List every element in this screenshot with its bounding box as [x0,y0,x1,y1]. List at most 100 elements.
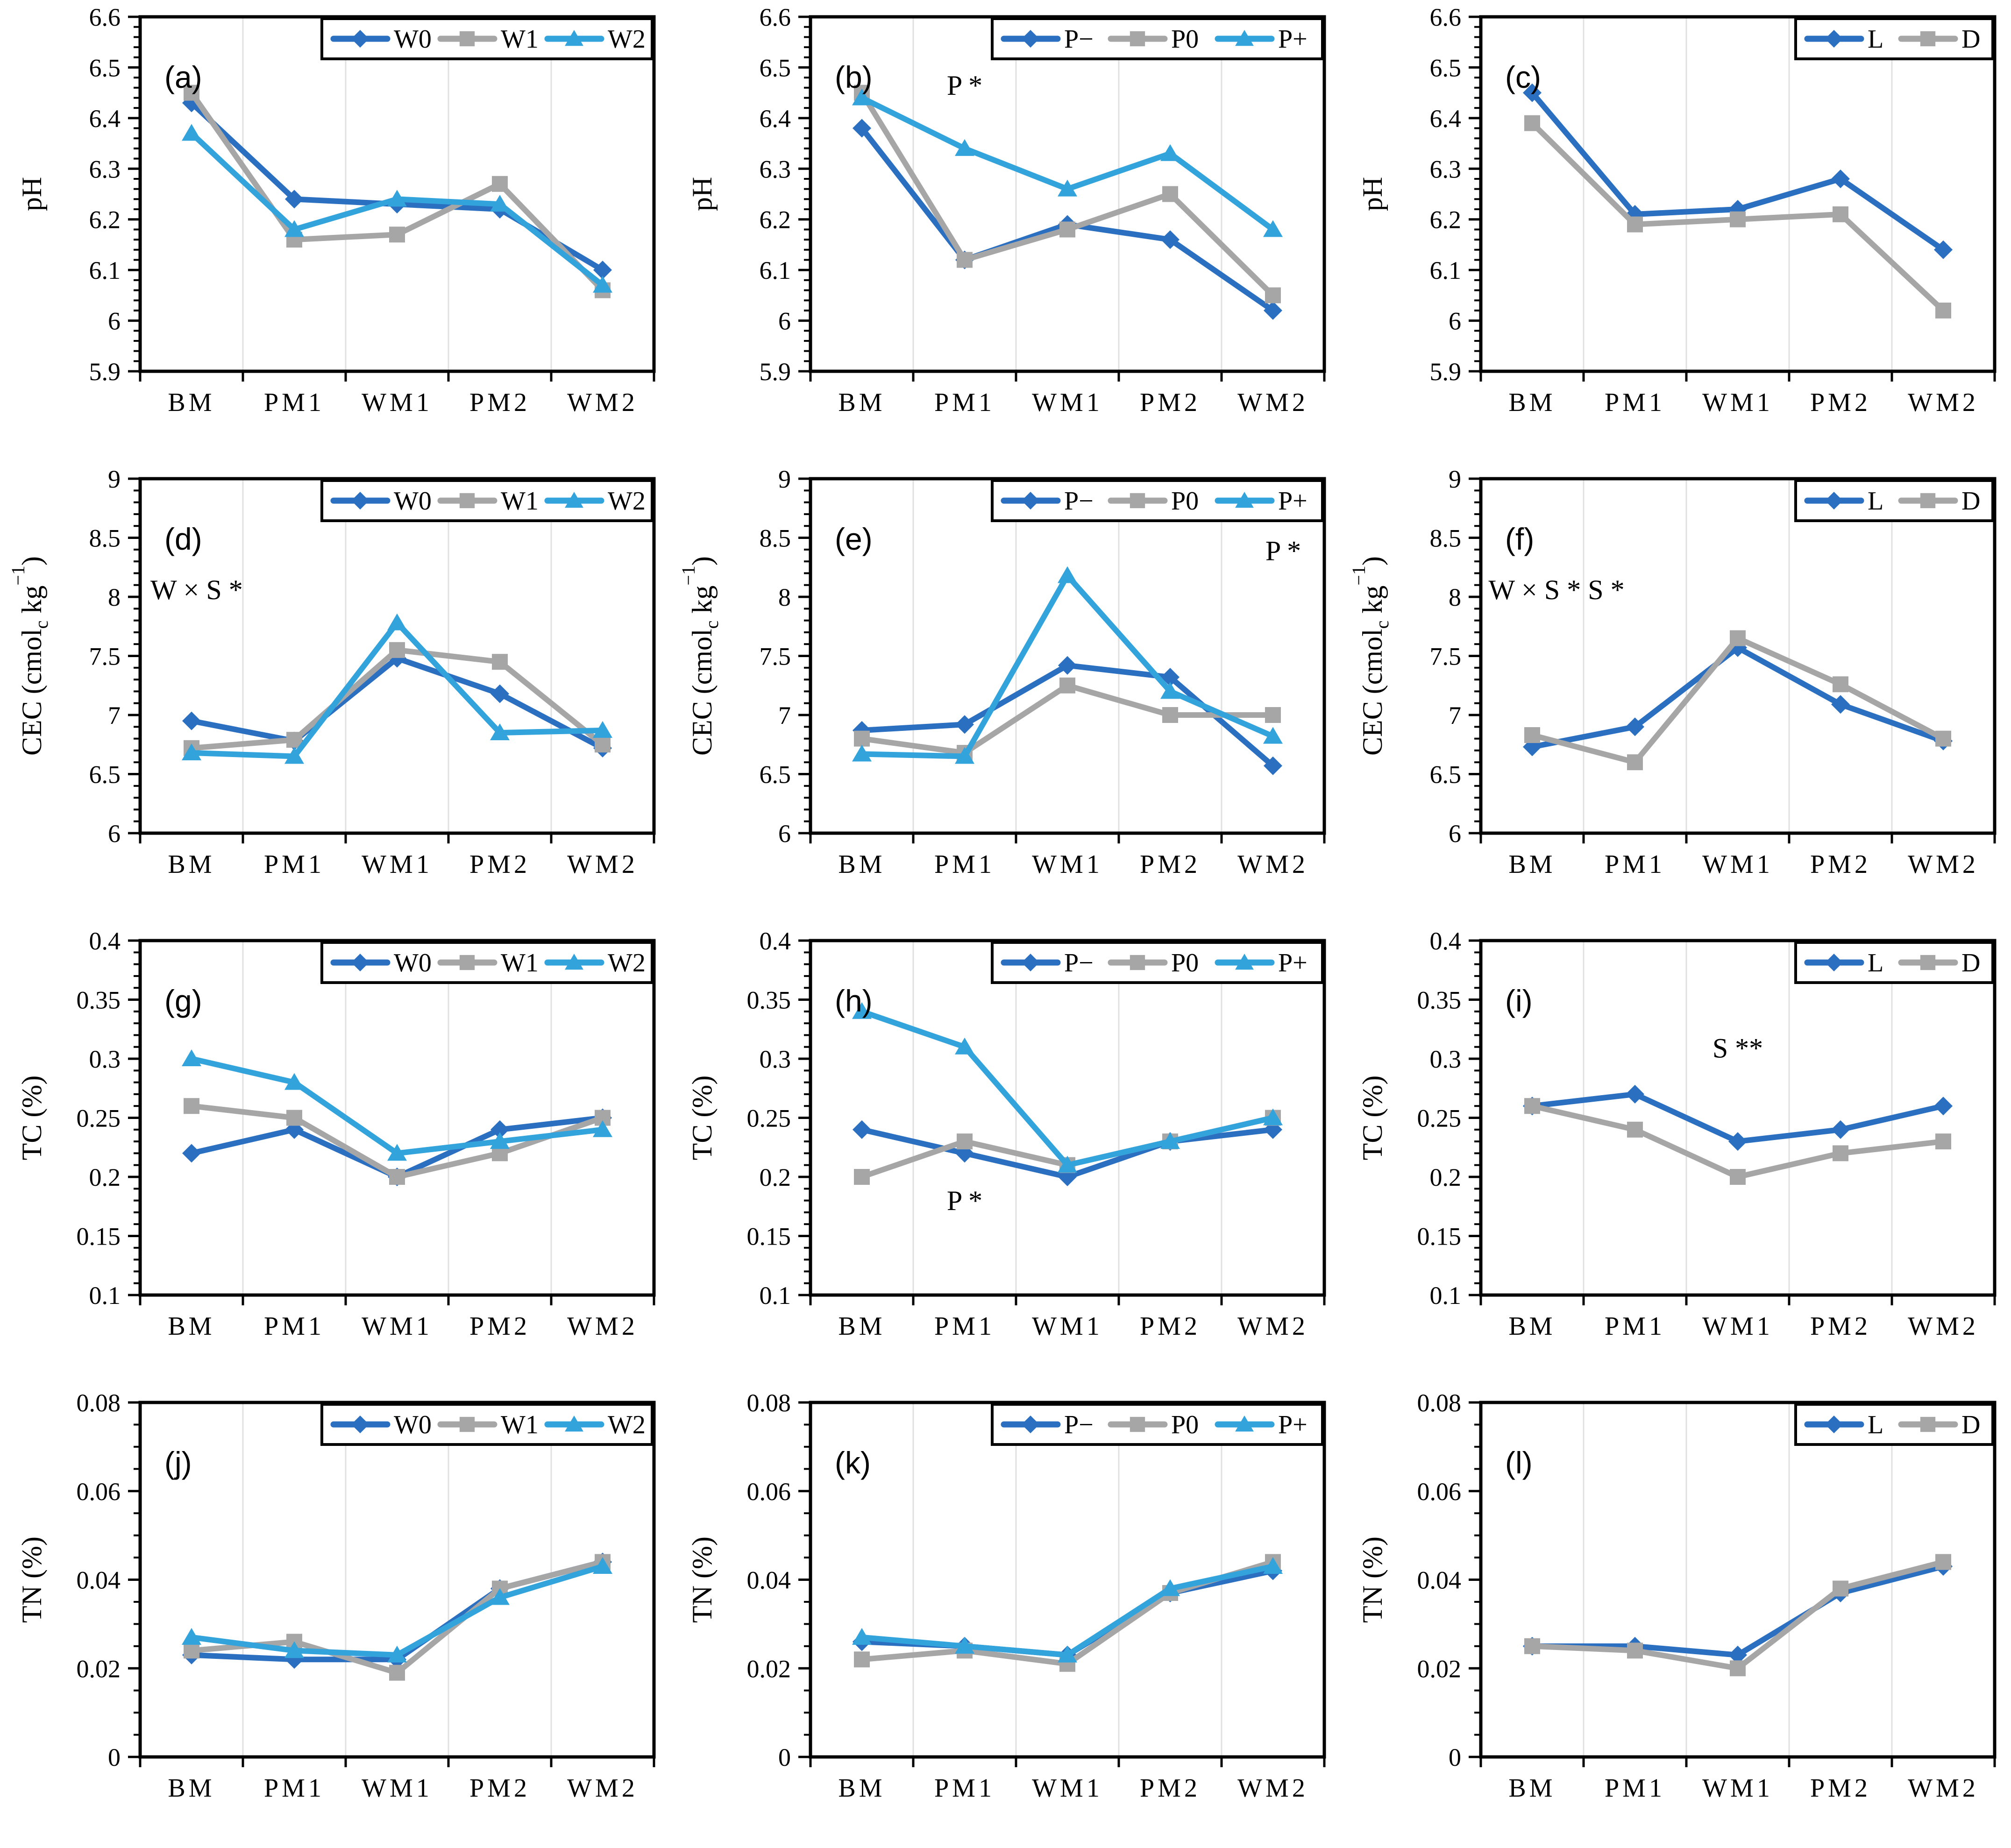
square-marker [1833,676,1848,693]
diamond-marker [853,119,871,138]
chart-f: 6 6.5 7 7.5 8 8.5 9 BM PM1 WM1 PM2 WM2 CEC (cmolc kg… [1348,465,1997,879]
diamond-marker [1831,169,1850,188]
y-tick-label: 0 [778,1743,791,1771]
diamond-marker [182,711,201,730]
triangle-marker [565,30,583,46]
significance-annotation: W × S * [150,574,243,605]
panel-j: 0 0.02 0.04 0.06 0.08 BM PM1 WM1 PM2 WM2 TN (%) W0 W… [0,1386,670,1848]
x-category-label: WM1 [362,1774,433,1803]
x-category-label: PM1 [934,1312,995,1341]
legend: W0 W1 W2 [320,1403,654,1446]
y-tick-label: 6.5 [760,54,791,82]
y-axis-title: TC (%) [687,1076,718,1161]
plot-border [809,1401,1326,1759]
x-category-label: WM2 [567,1312,638,1341]
x-category-label: PM2 [1810,850,1871,879]
square-marker [1627,216,1643,233]
diamond-marker [593,261,612,280]
y-tick-label: 0.15 [77,1223,121,1251]
triangle-marker [1263,1557,1283,1574]
y-tick-label: 0.08 [77,1389,121,1417]
series-W2 [182,1557,612,1663]
y-tick-label: 6 [1449,307,1461,335]
x-category-label: PM2 [469,850,530,879]
x-category-label: WM2 [1237,1774,1308,1803]
x-category-label: PM1 [264,388,325,417]
series-P+ [852,566,1283,764]
plot-border [809,477,1326,835]
y-tick-label: 5.9 [1430,358,1462,386]
legend-entry-label: W2 [608,487,646,516]
legend-entry-label: W0 [394,25,432,54]
triangle-marker [852,1628,872,1645]
plot-border [138,15,656,373]
square-marker [595,736,611,753]
legend-entry-label: L [1868,949,1883,977]
legend-entry-label: W1 [501,1410,539,1439]
square-marker [459,1416,475,1432]
diamond-marker [1728,1132,1747,1151]
legend-entry-label: P0 [1171,1410,1199,1439]
y-tick-label: 7 [778,701,791,729]
x-category-label: PM2 [469,1312,530,1341]
y-axis-title: TN (%) [687,1536,718,1623]
series-D [1524,630,1951,771]
x-category-label: PM2 [1810,388,1871,417]
chart-d: 6 6.5 7 7.5 8 8.5 9 BM PM1 WM1 PM2 WM2 CEC (cmolc kg… [7,465,656,879]
triangle-marker [593,1557,612,1574]
y-tick-label: 6 [778,820,791,848]
diamond-marker [1022,954,1039,971]
diamond-marker [351,492,369,510]
triangle-marker [955,139,974,156]
y-tick-label: 0.04 [747,1566,791,1594]
y-tick-label: 7.5 [89,643,121,671]
x-category-label: BM [168,1774,215,1803]
series-P+ [852,1557,1283,1663]
legend-entry-label: P+ [1278,949,1308,977]
x-category-label: WM2 [1237,850,1308,879]
series-P0 [854,677,1281,761]
y-tick-label: 6.5 [89,761,121,789]
x-category-label: BM [168,1312,215,1341]
diamond-marker [1626,717,1644,736]
panel-letter: (k) [835,1445,871,1480]
panel-letter: (e) [835,522,873,556]
y-tick-label: 8 [778,583,791,611]
square-marker [389,227,405,243]
triangle-marker [852,1002,872,1019]
triangle-marker [955,747,974,764]
y-axis-title: pH [16,177,47,211]
plot-border [1479,939,1997,1297]
legend-entry-label: W0 [394,949,432,977]
square-marker [1130,1416,1145,1432]
y-tick-label: 8.5 [760,524,791,552]
triangle-marker [852,744,872,762]
series-line [1529,644,1946,750]
diamond-marker [182,1144,201,1163]
y-tick-label: 0 [1449,1743,1461,1771]
legend: P− P0 P+ [991,479,1324,522]
square-marker [1130,493,1145,509]
y-tick-label: 7 [108,701,121,729]
y-axis-title: CEC (cmolc kg−1) [7,556,52,756]
diamond-marker [1264,756,1282,775]
y-tick-label: 6.4 [1430,105,1462,133]
plot-border [1479,477,1997,835]
triangle-marker [284,1073,304,1090]
triangle-marker [284,747,304,764]
legend: P− P0 P+ [991,1403,1324,1446]
triangle-marker [387,613,407,630]
chart-h: 0.1 0.15 0.2 0.25 0.3 0.35 0.4 BM PM1 WM1 PM2 WM2 TC… [687,927,1326,1341]
square-marker [1935,1133,1951,1150]
y-tick-label: 6.5 [760,761,791,789]
x-category-label: PM1 [264,850,325,879]
y-axis-title: CEC (cmolc kg−1) [1348,556,1393,756]
legend-entry-label: W1 [501,949,539,977]
triangle-marker [182,124,201,141]
triangle-marker [1160,1132,1180,1149]
legend-entry-label: D [1961,949,1980,977]
triangle-marker [1263,1108,1283,1126]
